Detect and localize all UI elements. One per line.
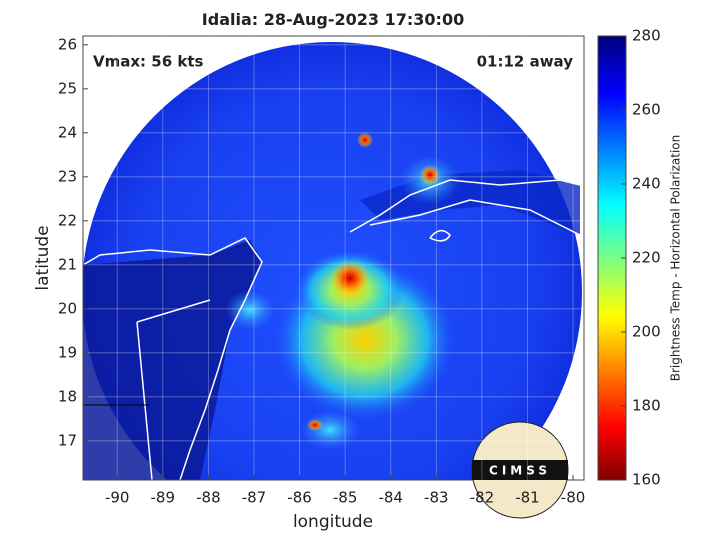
x-tick-label: -83 (424, 489, 449, 507)
x-tick-label: -81 (515, 489, 540, 507)
colorbar-tick-label: 180 (632, 397, 661, 415)
colorbar-tick-label: 260 (632, 101, 661, 119)
x-tick-label: -82 (470, 489, 495, 507)
y-tick-label: 25 (58, 79, 77, 97)
y-tick-label: 24 (58, 123, 77, 141)
y-tick-label: 21 (58, 255, 77, 273)
x-tick-label: -89 (151, 489, 176, 507)
y-tick-label: 17 (58, 431, 77, 449)
y-tick-label: 19 (58, 343, 77, 361)
x-tick-label: -86 (287, 489, 312, 507)
x-tick-label: -84 (378, 489, 403, 507)
y-tick-label: 18 (58, 387, 77, 405)
logo: CIMSS (471, 421, 569, 519)
x-axis-label: longitude (293, 512, 373, 532)
x-tick-label: -80 (561, 489, 586, 507)
colorbar-tick-label: 240 (632, 175, 661, 193)
logo-text: CIMSS (489, 464, 551, 478)
title: Idalia: 28-Aug-2023 17:30:00 (202, 10, 464, 29)
colorbar-tick-label: 280 (632, 27, 661, 45)
y-tick-label: 26 (58, 35, 77, 53)
plot-frame (82, 35, 585, 481)
y-tick-label: 23 (58, 167, 77, 185)
colorbar-tick-label: 160 (632, 471, 661, 489)
y-axis-label: latitude (33, 225, 53, 290)
y-tick-label: 20 (58, 299, 77, 317)
satellite-image (83, 39, 582, 480)
colorbar-tick-label: 200 (632, 323, 661, 341)
x-tick-label: -90 (105, 489, 130, 507)
x-tick-label: -85 (333, 489, 358, 507)
x-tick-label: -87 (242, 489, 267, 507)
colorbar-label: Brightness Temp - Horizontal Polarizatio… (669, 135, 683, 382)
time-annotation: 01:12 away (477, 53, 574, 71)
vmax-annotation: Vmax: 56 kts (93, 53, 203, 71)
x-tick-label: -88 (196, 489, 221, 507)
colorbar-tick-label: 220 (632, 249, 661, 267)
y-tick-label: 22 (58, 211, 77, 229)
